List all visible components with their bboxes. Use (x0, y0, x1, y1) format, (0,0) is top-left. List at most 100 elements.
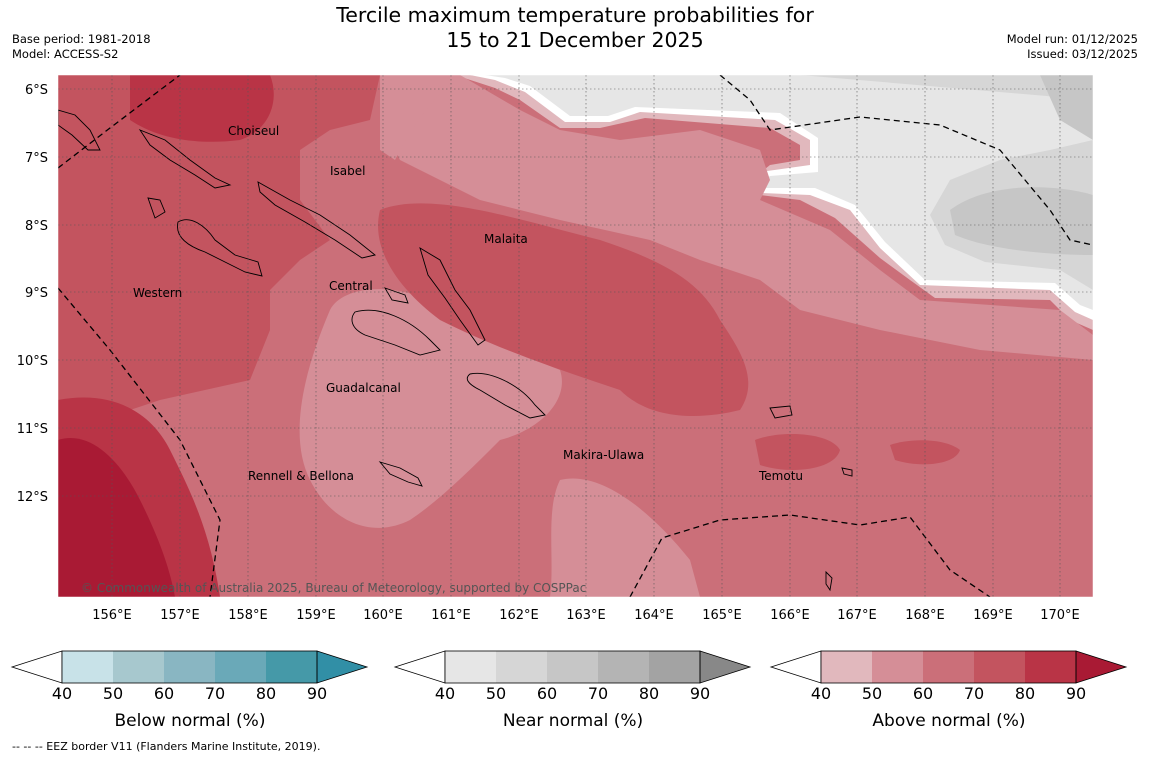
lon-label: 166°E (770, 608, 810, 623)
vanikoro-island (825, 570, 833, 592)
lon-label: 160°E (363, 608, 403, 623)
issued-date: Issued: 03/12/2025 (1027, 47, 1138, 61)
region-label-guadalcanal: Guadalcanal (326, 381, 401, 395)
above-70-temotu (755, 434, 840, 470)
swatch-near-80 (649, 651, 700, 683)
colorbar-below-frame (61, 650, 318, 684)
eez-border-se (629, 514, 991, 597)
near-40-band (485, 75, 1093, 310)
swatch-above-40 (821, 651, 872, 683)
colorbar-below-over-arrow (316, 650, 369, 684)
coastlines (58, 109, 853, 592)
lon-label: 169°E (973, 608, 1013, 623)
guadalcanal-island (351, 309, 441, 356)
swatch-below-80 (266, 651, 317, 683)
florida-islands (383, 287, 409, 304)
lon-label: 165°E (702, 608, 742, 623)
lat-label: 8°S (25, 219, 48, 234)
lat-label: 7°S (25, 151, 48, 166)
swatch-above-60 (923, 651, 974, 683)
utupua-island (841, 467, 853, 477)
bougainville-island (58, 109, 101, 151)
lon-label: 158°E (228, 608, 268, 623)
tick-label: 70 (205, 684, 225, 703)
lat-label: 6°S (25, 83, 48, 98)
above-50-band (380, 75, 1093, 360)
graticule (58, 75, 1093, 597)
lon-label: 164°E (634, 608, 674, 623)
above-70-malaita (378, 203, 749, 416)
lat-label: 10°S (17, 354, 48, 369)
malaita-island (419, 247, 486, 346)
tick-label: 60 (537, 684, 557, 703)
swatch-below-40 (62, 651, 113, 683)
colorbar-below-under-arrow (10, 650, 63, 684)
colorbar-near-frame (444, 650, 701, 684)
lat-labels: 6°S 7°S 8°S 9°S 10°S 11°S 12°S (17, 83, 48, 505)
lon-label: 157°E (160, 608, 200, 623)
above-70-west (58, 75, 380, 430)
lat-label: 12°S (17, 490, 48, 505)
santa-cruz-island (769, 405, 793, 419)
eez-border-ne (719, 75, 1093, 246)
colorbar-near-over-arrow (699, 650, 752, 684)
new-georgia-island (177, 219, 263, 277)
tick-label: 70 (588, 684, 608, 703)
above-50-south (550, 478, 700, 597)
swatch-above-80 (1025, 651, 1076, 683)
colorbar-below-label: Below normal (%) (115, 711, 266, 731)
above-50-north-strip (380, 75, 460, 160)
colorbar-near-ticks: 40 50 60 70 80 90 (435, 684, 710, 703)
eez-legend-note: -- -- -- EEZ border V11 (Flanders Marine… (12, 740, 321, 753)
tick-label: 60 (154, 684, 174, 703)
rennell-island (378, 461, 423, 487)
above-80-north (130, 75, 274, 142)
model-name: Model: ACCESS-S2 (12, 47, 119, 61)
tick-label: 60 (913, 684, 933, 703)
colorbar-near-under-arrow (393, 650, 446, 684)
region-label-isabel: Isabel (330, 164, 365, 178)
lon-label: 159°E (296, 608, 336, 623)
tick-label: 90 (690, 684, 710, 703)
swatch-near-70 (598, 651, 649, 683)
base-period: Base period: 1981-2018 (12, 32, 151, 46)
lon-label: 161°E (431, 608, 471, 623)
tick-label: 80 (1015, 684, 1035, 703)
vella-lavella-island (147, 197, 166, 219)
tick-label: 80 (256, 684, 276, 703)
eez-border-nw (58, 75, 181, 169)
map-frame (57, 74, 1094, 598)
colorbar-above-ticks: 40 50 60 70 80 90 (811, 684, 1086, 703)
swatch-below-70 (215, 651, 266, 683)
colorbar-near-label: Near normal (%) (503, 711, 643, 731)
colorbar-above-frame (820, 650, 1077, 684)
isabel-island (257, 181, 377, 259)
colorbar-near-normal: 40 50 60 70 80 90 Near normal (%) (393, 650, 752, 731)
swatch-above-50 (872, 651, 923, 683)
region-label-makira-ulawa: Makira-Ulawa (563, 448, 644, 462)
region-label-temotu: Temotu (758, 469, 803, 483)
lon-label: 170°E (1040, 608, 1080, 623)
lon-label: 162°E (499, 608, 539, 623)
probability-field (58, 75, 1093, 597)
lon-label: 163°E (566, 608, 606, 623)
swatch-near-60 (547, 651, 598, 683)
lon-labels: 156°E 157°E 158°E 159°E 160°E 161°E 162°… (92, 608, 1080, 623)
chart-title: Tercile maximum temperature probabilitie… (0, 3, 1150, 53)
lon-label: 156°E (92, 608, 132, 623)
tick-label: 50 (103, 684, 123, 703)
title-line-2: 15 to 21 December 2025 (446, 28, 704, 52)
colorbar-below-normal: 40 50 60 70 80 90 Below normal (%) (10, 650, 369, 731)
swatch-below-50 (113, 651, 164, 683)
region-label-rennell-bellona: Rennell & Bellona (248, 469, 354, 483)
tick-label: 40 (52, 684, 72, 703)
tick-label: 80 (639, 684, 659, 703)
near-60-band-2 (950, 187, 1093, 255)
region-label-choiseul: Choiseul (228, 124, 279, 138)
lat-label: 11°S (17, 422, 48, 437)
swatch-below-60 (164, 651, 215, 683)
meta-right: Model run: 01/12/2025 Issued: 03/12/2025 (1007, 32, 1138, 62)
lon-label: 167°E (837, 608, 877, 623)
meta-left: Base period: 1981-2018 Model: ACCESS-S2 (12, 32, 151, 62)
